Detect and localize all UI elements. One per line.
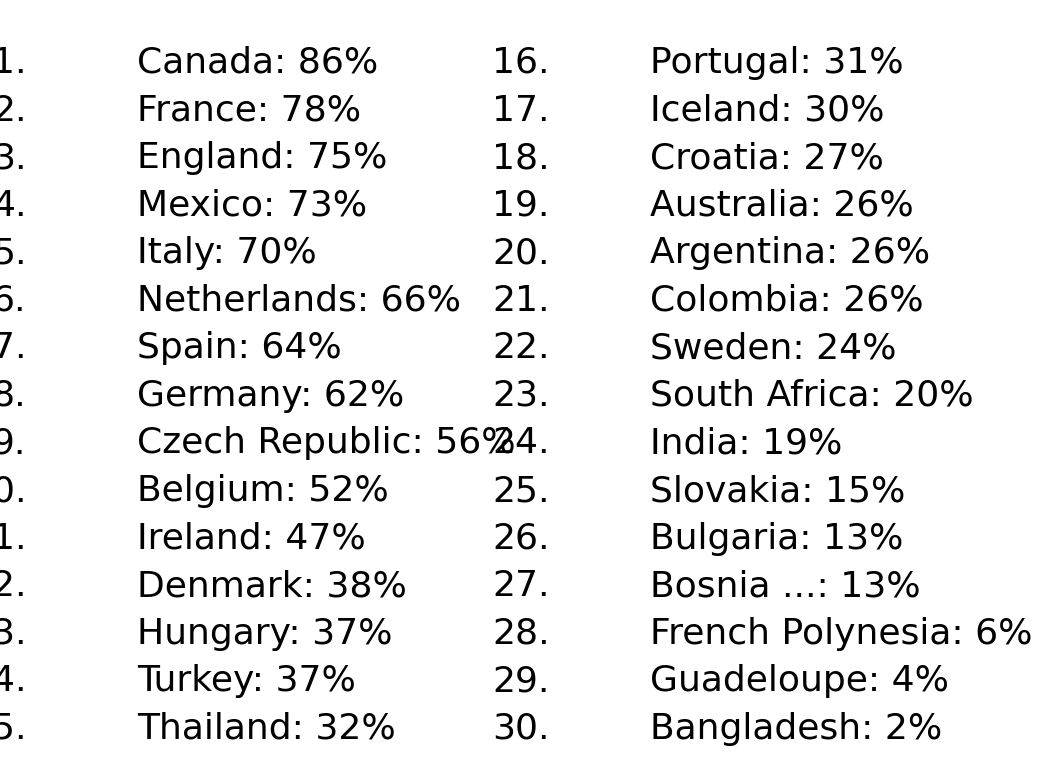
Text: Colombia: 26%: Colombia: 26% — [650, 284, 924, 318]
Text: 12.: 12. — [0, 569, 26, 603]
Text: French Polynesia: 6%: French Polynesia: 6% — [650, 617, 1033, 651]
Text: 27.: 27. — [493, 569, 550, 603]
Text: 20.: 20. — [493, 236, 550, 270]
Text: Australia: 26%: Australia: 26% — [650, 189, 914, 223]
Text: Turkey: 37%: Turkey: 37% — [137, 664, 356, 699]
Text: Bangladesh: 2%: Bangladesh: 2% — [650, 712, 942, 746]
Text: 28.: 28. — [492, 617, 550, 651]
Text: 1.: 1. — [0, 46, 26, 80]
Text: Portugal: 31%: Portugal: 31% — [650, 46, 904, 80]
Text: Mexico: 73%: Mexico: 73% — [137, 189, 368, 223]
Text: Italy: 70%: Italy: 70% — [137, 236, 317, 270]
Text: 10.: 10. — [0, 474, 26, 508]
Text: 3.: 3. — [0, 141, 26, 175]
Text: 7.: 7. — [0, 332, 26, 365]
Text: England: 75%: England: 75% — [137, 141, 388, 175]
Text: 8.: 8. — [0, 379, 26, 413]
Text: Canada: 86%: Canada: 86% — [137, 46, 378, 80]
Text: Denmark: 38%: Denmark: 38% — [137, 569, 407, 603]
Text: 29.: 29. — [493, 664, 550, 699]
Text: Bulgaria: 13%: Bulgaria: 13% — [650, 521, 904, 556]
Text: Czech Republic: 56%: Czech Republic: 56% — [137, 426, 516, 460]
Text: 23.: 23. — [493, 379, 550, 413]
Text: Sweden: 24%: Sweden: 24% — [650, 332, 896, 365]
Text: 9.: 9. — [0, 426, 26, 460]
Text: Slovakia: 15%: Slovakia: 15% — [650, 474, 906, 508]
Text: 6.: 6. — [0, 284, 26, 318]
Text: Argentina: 26%: Argentina: 26% — [650, 236, 930, 270]
Text: Guadeloupe: 4%: Guadeloupe: 4% — [650, 664, 949, 699]
Text: Belgium: 52%: Belgium: 52% — [137, 474, 389, 508]
Text: South Africa: 20%: South Africa: 20% — [650, 379, 973, 413]
Text: 11.: 11. — [0, 521, 26, 556]
Text: 22.: 22. — [493, 332, 550, 365]
Text: Spain: 64%: Spain: 64% — [137, 332, 342, 365]
Text: 17.: 17. — [493, 93, 550, 128]
Text: 2.: 2. — [0, 93, 26, 128]
Text: 5.: 5. — [0, 236, 26, 270]
Text: Bosnia ...: 13%: Bosnia ...: 13% — [650, 569, 921, 603]
Text: Ireland: 47%: Ireland: 47% — [137, 521, 366, 556]
Text: 15.: 15. — [0, 712, 26, 746]
Text: 24.: 24. — [493, 426, 550, 460]
Text: 18.: 18. — [492, 141, 550, 175]
Text: France: 78%: France: 78% — [137, 93, 361, 128]
Text: 13.: 13. — [0, 617, 26, 651]
Text: 21.: 21. — [493, 284, 550, 318]
Text: Iceland: 30%: Iceland: 30% — [650, 93, 885, 128]
Text: 14.: 14. — [0, 664, 26, 699]
Text: Croatia: 27%: Croatia: 27% — [650, 141, 884, 175]
Text: Germany: 62%: Germany: 62% — [137, 379, 405, 413]
Text: Netherlands: 66%: Netherlands: 66% — [137, 284, 462, 318]
Text: 25.: 25. — [493, 474, 550, 508]
Text: Hungary: 37%: Hungary: 37% — [137, 617, 393, 651]
Text: Thailand: 32%: Thailand: 32% — [137, 712, 396, 746]
Text: 30.: 30. — [493, 712, 550, 746]
Text: 16.: 16. — [493, 46, 550, 80]
Text: 26.: 26. — [493, 521, 550, 556]
Text: 4.: 4. — [0, 189, 26, 223]
Text: India: 19%: India: 19% — [650, 426, 842, 460]
Text: 19.: 19. — [493, 189, 550, 223]
